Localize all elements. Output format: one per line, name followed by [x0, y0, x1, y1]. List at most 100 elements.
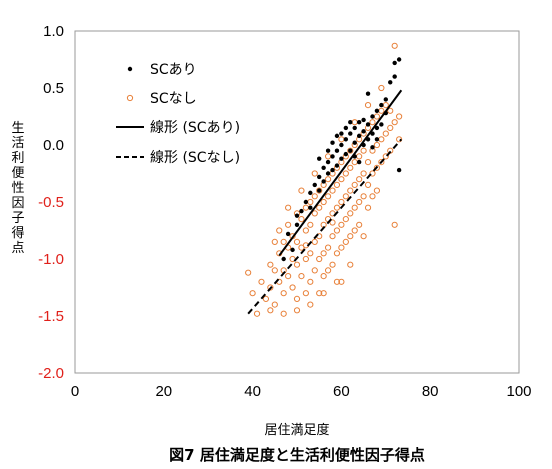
point-sc-nashi	[333, 181, 341, 188]
point-sc-nashi	[338, 136, 345, 143]
point-sc-nashi	[360, 170, 367, 177]
point-sc-nashi	[369, 119, 376, 126]
point-sc-ari	[339, 131, 344, 136]
point-sc-nashi	[351, 119, 358, 126]
point-sc-ari	[374, 108, 380, 114]
point-sc-nashi	[285, 221, 292, 228]
point-sc-ari	[343, 137, 349, 142]
point-sc-nashi	[316, 204, 323, 211]
point-sc-ari	[374, 137, 380, 142]
point-sc-nashi	[378, 84, 385, 92]
point-sc-nashi	[316, 187, 323, 194]
legend: SCあり SCなし 線形 (SCあり) 線形 (SCなし)	[100, 56, 260, 176]
point-sc-ari	[334, 163, 340, 168]
point-sc-ari	[352, 140, 357, 145]
point-sc-ari	[330, 167, 335, 173]
point-sc-nashi	[373, 141, 381, 149]
point-sc-nashi	[298, 273, 305, 280]
legend-label-sc-nashi: SCなし	[150, 91, 197, 107]
point-sc-nashi	[320, 250, 327, 257]
point-sc-nashi	[298, 216, 305, 223]
point-sc-nashi	[342, 193, 349, 200]
point-sc-nashi	[396, 113, 403, 120]
point-sc-nashi	[280, 290, 287, 297]
point-sc-nashi	[302, 255, 309, 263]
point-sc-nashi	[249, 290, 256, 297]
point-sc-ari	[379, 102, 384, 108]
point-sc-nashi	[302, 204, 309, 211]
point-sc-nashi	[351, 204, 358, 211]
point-sc-nashi	[258, 278, 265, 285]
point-sc-nashi	[293, 307, 301, 314]
point-sc-nashi	[293, 295, 301, 302]
point-sc-nashi	[285, 273, 292, 280]
point-sc-nashi	[267, 261, 274, 268]
point-sc-nashi	[324, 153, 332, 160]
point-sc-ari	[285, 231, 291, 237]
point-sc-nashi	[320, 198, 327, 206]
point-sc-nashi	[324, 244, 332, 251]
point-sc-nashi	[356, 176, 363, 183]
point-sc-nashi	[391, 221, 398, 228]
point-sc-nashi	[298, 187, 305, 194]
point-sc-ari	[348, 120, 353, 125]
plot-area	[74, 30, 520, 374]
point-sc-nashi	[316, 290, 323, 297]
point-sc-ari	[339, 156, 344, 161]
point-sc-ari	[374, 125, 380, 131]
legend-marker-sc-nashi	[126, 94, 134, 102]
point-sc-ari	[370, 114, 375, 119]
point-sc-nashi	[382, 102, 389, 109]
point-sc-nashi	[333, 227, 341, 234]
point-sc-ari	[356, 120, 362, 125]
point-sc-nashi	[360, 147, 367, 154]
y-axis-title: 生活利便性因子得点	[11, 121, 24, 256]
point-sc-nashi	[302, 227, 309, 234]
point-sc-ari	[361, 117, 366, 123]
point-sc-nashi	[320, 273, 327, 280]
point-sc-nashi	[351, 159, 358, 166]
point-sc-nashi	[364, 159, 372, 166]
point-sc-nashi	[307, 221, 314, 228]
legend-label-linear-sc-ari: 線形 (SCあり)	[150, 120, 240, 136]
point-sc-nashi	[311, 193, 318, 200]
point-sc-nashi	[373, 113, 381, 120]
point-sc-ari	[392, 74, 397, 79]
point-sc-nashi	[245, 269, 252, 276]
point-sc-nashi	[391, 119, 398, 126]
point-sc-ari	[356, 133, 362, 139]
point-sc-nashi	[276, 227, 283, 234]
point-sc-nashi	[364, 102, 372, 109]
point-sc-nashi	[338, 176, 345, 183]
point-sc-nashi	[329, 233, 336, 240]
point-sc-nashi	[267, 284, 274, 291]
point-sc-nashi	[293, 261, 301, 268]
x-tick-label: 100	[506, 383, 531, 400]
point-sc-nashi	[342, 170, 349, 177]
point-sc-nashi	[307, 278, 314, 285]
point-sc-nashi	[329, 187, 336, 194]
point-sc-nashi	[360, 193, 367, 200]
x-tick-labels: 0 20 40 60 80 100	[71, 383, 532, 400]
point-sc-ari	[317, 156, 322, 161]
y-tick-label: -0.5	[38, 194, 64, 211]
point-sc-ari	[290, 247, 295, 253]
point-sc-ari	[325, 159, 331, 165]
point-sc-nashi	[342, 216, 349, 223]
trendline-sc-nashi	[247, 138, 403, 315]
x-tick-label: 0	[71, 383, 79, 400]
y-tick-labels: 1.0 0.5 0.0 -0.5 -1.0 -1.5 -2.0	[38, 23, 64, 382]
point-sc-nashi	[364, 204, 372, 211]
point-sc-nashi	[347, 164, 354, 171]
point-sc-nashi	[378, 159, 385, 166]
point-sc-ari	[281, 256, 286, 262]
point-sc-ari	[330, 154, 335, 159]
point-sc-nashi	[347, 210, 354, 217]
point-sc-nashi	[329, 261, 336, 268]
point-sc-nashi	[253, 310, 261, 317]
point-sc-nashi	[316, 255, 323, 263]
y-tick-label: -1.5	[38, 308, 64, 325]
point-sc-nashi	[280, 238, 287, 245]
point-sc-ari	[365, 122, 371, 127]
point-sc-nashi	[307, 301, 314, 308]
